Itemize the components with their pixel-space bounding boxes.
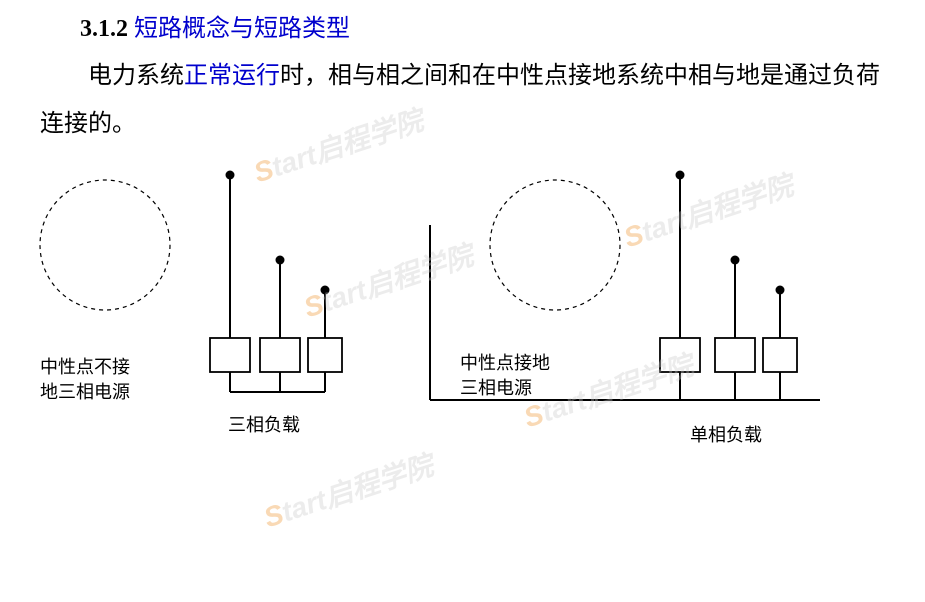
section-number: 3.1.2 xyxy=(80,16,128,42)
section-title: 短路概念与短路类型 xyxy=(134,16,350,42)
left-source-label-line2: 地三相电源 xyxy=(40,382,130,402)
body-highlight: 正常运行 xyxy=(184,63,280,89)
right-load-label: 单相负载 xyxy=(690,423,762,448)
left-load-label: 三相负载 xyxy=(228,413,300,438)
left-source-label: 中性点不接 地三相电源 xyxy=(40,355,130,405)
diagram-area: 中性点不接 地三相电源 三相负载 中性点接地 三相电源 单相负载 xyxy=(0,165,925,505)
left-source-label-line1: 中性点不接 xyxy=(40,357,130,377)
body-paragraph: 电力系统正常运行时，相与相之间和在中性点接地系统中相与地是通过负荷连接的。 xyxy=(40,52,885,148)
right-source-label-line1: 中性点接地 xyxy=(460,353,550,373)
circuit-diagram-svg xyxy=(0,165,925,505)
section-heading: 3.1.2 短路概念与短路类型 xyxy=(80,8,350,43)
body-pre: 电力系统 xyxy=(88,63,184,89)
right-source-label: 中性点接地 三相电源 xyxy=(460,351,550,401)
right-source-label-line2: 三相电源 xyxy=(460,378,532,398)
